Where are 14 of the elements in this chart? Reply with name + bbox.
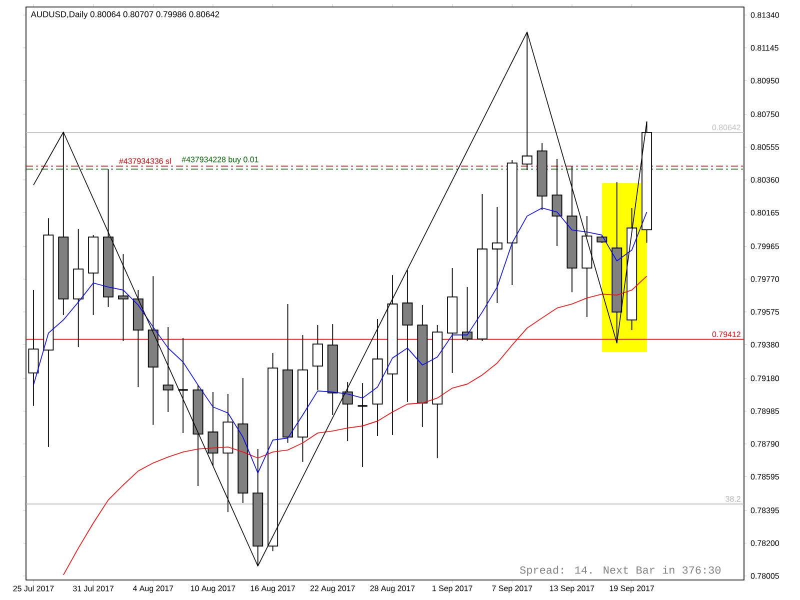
- candlestick: [462, 286, 473, 342]
- candlestick: [492, 206, 502, 304]
- candlestick: [552, 158, 562, 246]
- candlestick: [28, 290, 39, 406]
- candlestick: [356, 382, 368, 468]
- candlestick: [208, 392, 218, 466]
- candlestick: [312, 324, 323, 390]
- candlestick: [177, 338, 189, 434]
- candlestick: [402, 270, 413, 403]
- candlestick: [118, 254, 128, 342]
- annotation: Spread: 14. Next Bar in 376:30: [520, 566, 721, 576]
- chart-title: AUDUSD,Daily 0.80064 0.80707 0.79986 0.80642: [30, 11, 220, 19]
- candlestick: [162, 326, 174, 412]
- candlestick: [342, 382, 353, 442]
